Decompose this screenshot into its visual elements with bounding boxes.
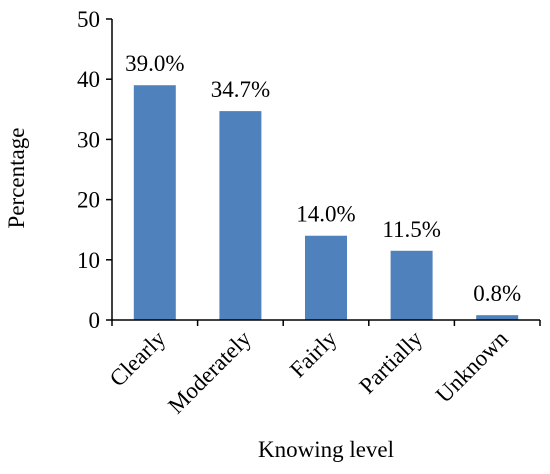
data-labels-group: 39.0% 34.7% 14.0% 11.5% 0.8% xyxy=(125,51,521,306)
data-label-clearly: 39.0% xyxy=(125,51,184,76)
bars-group xyxy=(133,85,519,320)
y-tick-label: 20 xyxy=(77,188,100,213)
y-tick-label: 10 xyxy=(77,248,100,273)
data-label-moderately: 34.7% xyxy=(211,77,270,102)
data-label-fairly: 14.0% xyxy=(296,202,355,227)
x-tick-label-fairly: Fairly xyxy=(285,326,342,383)
y-tick-label: 30 xyxy=(77,127,100,152)
x-tick-label-moderately: Moderately xyxy=(163,326,256,419)
bar-moderately xyxy=(219,111,262,320)
x-tick-label-unknown: Unknown xyxy=(431,326,513,408)
data-label-partially: 11.5% xyxy=(382,217,441,242)
y-axis-title: Percentage xyxy=(4,128,29,229)
x-tick-label-partially: Partially xyxy=(354,326,427,399)
y-tick-label: 40 xyxy=(77,67,100,92)
bar-partially xyxy=(390,250,433,320)
y-tick-label: 0 xyxy=(89,308,101,333)
bar-fairly xyxy=(305,235,347,320)
y-axis: 0 10 20 30 40 50 xyxy=(77,7,113,333)
x-tick-label-clearly: Clearly xyxy=(105,326,171,392)
bar-unknown xyxy=(476,315,519,320)
y-tick-label: 50 xyxy=(77,7,100,32)
x-axis-title: Knowing level xyxy=(258,437,394,462)
data-label-unknown: 0.8% xyxy=(473,281,521,306)
bar-clearly xyxy=(133,85,176,320)
